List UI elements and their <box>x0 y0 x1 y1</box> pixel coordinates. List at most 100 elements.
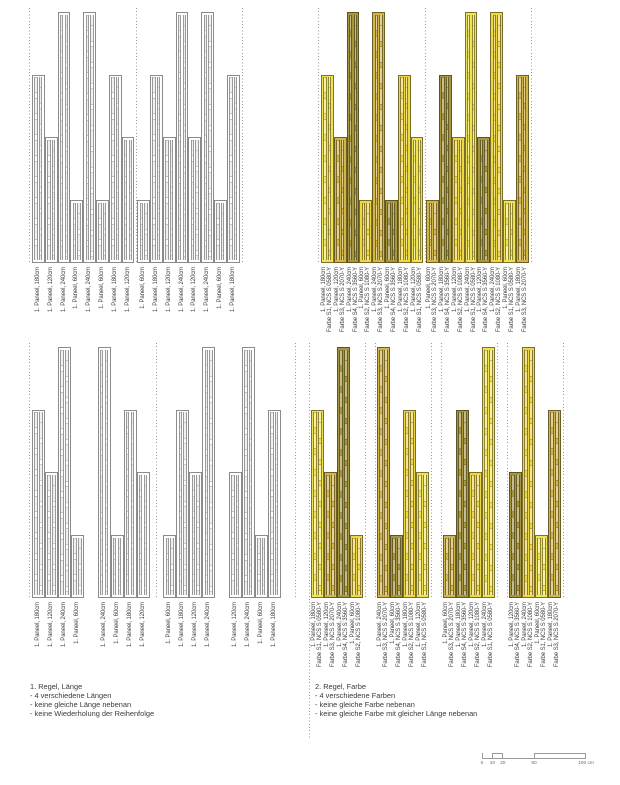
scale-bar-segment-50-100 <box>534 753 586 759</box>
panel-bar <box>254 535 268 598</box>
panel-label: 1. Paneel, 120cm <box>188 267 201 353</box>
panel-label: 1. Paneel, 120cm Farbe S1, NCS S 0580-Y <box>411 267 424 353</box>
panel-label: 1. Paneel, 240cm <box>202 602 215 688</box>
panel-slat-column <box>555 412 559 596</box>
dotted-guide-line <box>430 343 432 598</box>
panel-label: 1. Paneel, 180cm Farbe S1, NCS S 0580-Y <box>321 267 334 353</box>
panel-slat-column <box>353 14 357 261</box>
panel-label: 1. Paneel, 240cm <box>58 267 71 353</box>
panel-bar <box>228 472 242 598</box>
panel-slat-column <box>47 475 51 596</box>
panel-slat-column <box>357 537 361 596</box>
panel-length-label: 1. Paneel, 120cm <box>191 267 198 313</box>
panel-label: 1. Paneel, 60cm Farbe S1, NCS S 0580-Y <box>503 267 516 353</box>
panel-slat-column <box>170 537 174 596</box>
panel-length-label: 1. Paneel, 240cm <box>244 602 251 648</box>
panel-label: 1. Paneel, 240cm <box>201 267 214 353</box>
panel-slat-column <box>397 537 401 596</box>
panel-slat-column <box>257 537 261 596</box>
scale-tick-label: 0 <box>480 760 484 766</box>
panel-bar <box>226 74 240 263</box>
panel-length-label: 1. Paneel, 240cm <box>464 267 471 313</box>
panel-color-label: Farbe S2, NCS S 1080-Y <box>475 602 482 668</box>
panel-slat-column <box>313 412 317 596</box>
panel-bar <box>324 472 337 598</box>
panel-color-label: Farbe S1, NCS S 0580-Y <box>509 267 516 333</box>
panel-slat-column <box>39 412 43 596</box>
panel-label: 1. Paneel, 180cm Farbe S3, NCS S 2070-Y <box>516 267 529 353</box>
scale-tick-label: 10 <box>489 760 496 766</box>
scale-tick-label: 100 cm <box>578 760 594 766</box>
dotted-guide-line <box>496 343 498 598</box>
panel-length-label: 1. Paneel, 60cm <box>140 267 147 309</box>
panel-bar <box>503 200 516 263</box>
panel-slat-column <box>78 537 82 596</box>
dotted-guide-line <box>135 8 137 263</box>
panel-label: 1. Paneel, 180cm Farbe S4, NCS S 3560-Y <box>439 267 452 353</box>
panel-bar <box>150 74 163 263</box>
panel-slat-column <box>550 412 554 596</box>
panel-slat-column <box>165 140 169 261</box>
dotted-guide-line <box>294 343 296 598</box>
panel-slat-column <box>203 14 207 261</box>
panel-label: 1. Paneel, 240cm Farbe S3, NCS S 2070-Y <box>372 267 385 353</box>
panel-slat-column <box>423 475 427 596</box>
panel-label: 1. Paneel, 180cm Farbe S4, NCS S 3560-Y <box>456 602 469 688</box>
panel-color-label: Farbe S1, NCS S 0580-Y <box>317 602 324 668</box>
panel-slat-column <box>328 77 332 261</box>
panel-slat-column <box>466 14 471 261</box>
panel-bar <box>490 11 503 263</box>
panel-slat-column <box>34 412 38 596</box>
panel-slat-column <box>428 202 432 261</box>
panel-slat-column <box>165 537 169 596</box>
panel-slat-column <box>231 475 235 596</box>
panel-slat-column <box>505 202 509 261</box>
panel-color-label: Farbe S3, NCS S 2070-Y <box>522 267 529 333</box>
panel-length-label: 1. Paneel, 240cm <box>178 267 185 313</box>
panel-slat-column <box>233 77 238 261</box>
panel-color-label: Farbe S3, NCS S 2070-Y <box>449 602 456 668</box>
panel-bar <box>385 200 398 263</box>
panel-slat-column <box>262 537 266 596</box>
panel-slat-column <box>204 349 208 596</box>
panel-slat-column <box>458 412 462 596</box>
panel-bar <box>97 346 111 598</box>
panel-slat-column <box>216 202 220 261</box>
panel-color-label: Farbe S3, NCS S 2070-Y <box>340 267 347 333</box>
panel-length-label: 1. Paneel, 180cm <box>515 267 522 313</box>
panel-color-label: Farbe S2, NCS S 1080-Y <box>404 267 411 333</box>
panel-label: 1. Paneel, 60cm Farbe S1, NCS S 0580-Y <box>535 602 548 688</box>
panel-slat-column <box>497 14 501 261</box>
panel-bar <box>32 74 45 263</box>
panel-bar <box>58 346 71 598</box>
panel-bar <box>176 409 190 598</box>
panel-bar <box>456 409 469 598</box>
panel-bar <box>390 535 403 598</box>
panel-label: 1. Paneel, 60cm Farbe S3, NCS S 2070-Y <box>426 267 439 353</box>
panel-slat-column <box>196 475 200 596</box>
panel-slat-column <box>392 537 396 596</box>
panel-slat-column <box>542 537 546 596</box>
panel-label: 1. Paneel, 180cm <box>227 267 240 353</box>
panel-bar <box>214 200 227 263</box>
panel-slat-column <box>405 412 409 596</box>
panel-slat-column <box>139 202 143 261</box>
panel-label: 1. Paneel, 180cm <box>109 267 122 353</box>
panel-bar <box>426 200 439 263</box>
dotted-guide-line <box>29 343 31 598</box>
panel-slat-column <box>64 14 68 261</box>
panel-length-label: 1. Paneel, 180cm <box>35 267 41 313</box>
panel-label: 1. Paneel, 60cm <box>111 602 124 688</box>
panel-bar <box>71 535 84 598</box>
panel-slat-column <box>511 475 515 596</box>
panel-length-label: 1. Paneel, 240cm <box>346 267 353 313</box>
panel-bar <box>163 535 177 598</box>
panel-slat-column <box>445 537 449 596</box>
panel-label: 1. Paneel, 120cm <box>45 602 58 688</box>
panel-color-label: Farbe S4, NCS S 3560-Y <box>515 602 522 668</box>
panel-length-label: 1. Paneel, 240cm <box>100 602 107 648</box>
panel-slat-column <box>450 537 454 596</box>
panel-slat-column <box>454 140 458 261</box>
panel-length-label: 1. Paneel, 120cm <box>48 602 54 648</box>
panel-bar <box>410 137 424 263</box>
